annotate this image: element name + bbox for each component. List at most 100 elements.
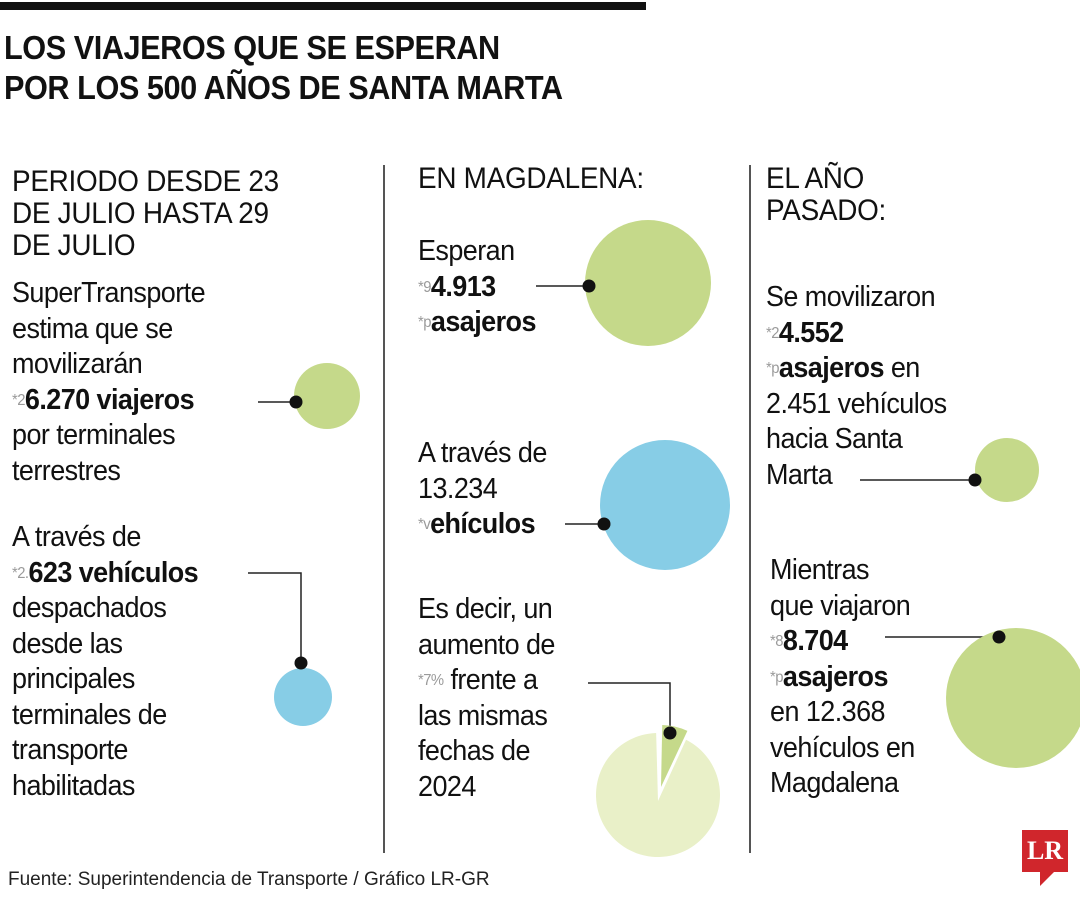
- leader-dot: [968, 473, 982, 487]
- text-line: *pasajeros: [770, 660, 915, 696]
- text-segment: A través de: [12, 521, 141, 553]
- text-line: *pasajeros: [418, 305, 536, 341]
- text-line: Mientras: [770, 553, 915, 589]
- text-segment: vehículos en: [770, 731, 915, 764]
- highlight-figure: *pasajeros: [766, 352, 884, 384]
- text-line: PERIODO DESDE 23: [12, 166, 279, 198]
- col1-vehicles-text: A través de *2.623 vehículos despachados de…: [12, 520, 199, 805]
- text-line: SuperTransporte: [12, 276, 206, 312]
- text-line: Magdalena: [770, 766, 915, 802]
- text-line: DE JULIO HASTA 29: [12, 198, 279, 230]
- leader-dot: [289, 395, 303, 409]
- text-line: *pasajeros en: [766, 351, 947, 387]
- text-line: movilizarán: [12, 347, 205, 383]
- text-segment: por terminales: [12, 419, 176, 451]
- magdalena-passengers-bubble: [585, 220, 711, 346]
- text-line: *26.270 viajeros: [12, 383, 205, 419]
- top-rule: [0, 2, 646, 10]
- text-segment: despachados: [12, 592, 167, 624]
- headline: LOS VIAJEROS QUE SE ESPERAN POR LOS 500 …: [4, 28, 563, 108]
- text-line: las mismas: [418, 699, 555, 735]
- text-line: DE JULIO: [12, 230, 279, 262]
- text-line: aumento de: [418, 628, 555, 664]
- text-segment: PERIODO DESDE 23: [12, 165, 279, 198]
- leader-line: [588, 682, 671, 733]
- text-line: 2024: [418, 770, 555, 806]
- highlight-figure: *2.623 vehículos: [12, 556, 199, 589]
- col1-travelers-text: SuperTransporte estima que se movilizarán *…: [12, 276, 206, 490]
- text-segment: EN MAGDALENA:: [418, 162, 644, 195]
- highlight-figure: *pasajeros: [418, 306, 536, 338]
- col3-last-year-text: Se movilizaron *24.552 *pasajeros en 2.451 …: [766, 280, 947, 493]
- text-segment: estima que se: [12, 312, 173, 345]
- text-segment: DE JULIO: [12, 229, 136, 262]
- text-line: Marta: [766, 458, 947, 494]
- text-segment: Es decir, un: [418, 593, 553, 625]
- text-line: estima que se: [12, 312, 205, 348]
- pie-base-slice: [596, 733, 721, 857]
- text-segment: habilitadas: [12, 769, 135, 802]
- text-segment: que viajaron: [770, 589, 911, 622]
- text-line: fechas de: [418, 734, 555, 770]
- text-segment: desde las: [12, 627, 123, 660]
- text-line: vehículos en: [770, 731, 915, 767]
- highlight-figure: *94.913: [418, 270, 496, 303]
- text-segment: Mientras: [770, 554, 870, 586]
- source-note: Fuente: Superintendencia de Transporte /…: [8, 869, 490, 890]
- highlight-figure: *26.270 viajeros: [12, 383, 195, 416]
- pie-increase-slice: [661, 725, 688, 787]
- col2-increase-text: Es decir, un aumento de *7% frente a las mi…: [418, 592, 555, 805]
- text-segment: movilizarán: [12, 348, 143, 380]
- highlight-figure: *vehículos: [418, 508, 536, 540]
- text-line: *7% frente a: [418, 663, 555, 699]
- text-line: Es decir, un: [418, 592, 555, 628]
- text-segment: en: [883, 352, 920, 384]
- text-line: habilitadas: [12, 769, 198, 805]
- column-divider: [749, 165, 751, 853]
- col2-heading: EN MAGDALENA:: [418, 163, 644, 195]
- vehicles-bubble: [274, 668, 332, 726]
- last-year-magdalena-bubble: [946, 628, 1080, 768]
- text-line: por terminales: [12, 418, 205, 454]
- headline-line: LOS VIAJEROS QUE SE ESPERAN: [4, 29, 500, 66]
- text-line: *88.704: [770, 624, 915, 660]
- text-segment: Magdalena: [770, 767, 899, 799]
- text-segment: fechas de: [418, 735, 530, 767]
- text-segment: terrestres: [12, 454, 121, 487]
- text-segment: terminales de: [12, 698, 167, 731]
- text-segment: DE JULIO HASTA 29: [12, 197, 269, 230]
- text-segment: 13.234: [418, 472, 498, 505]
- text-line: PASADO:: [766, 195, 886, 227]
- text-segment: A través de: [418, 437, 547, 469]
- col2-vehicles-text: A través de 13.234 *vehículos: [418, 436, 547, 543]
- leader-dot: [597, 517, 611, 531]
- text-line: hacia Santa: [766, 422, 947, 458]
- text-segment: las mismas: [418, 699, 548, 732]
- lr-logo: LR: [1022, 830, 1068, 886]
- text-line: 2.451 vehículos: [766, 387, 947, 423]
- text-line: que viajaron: [770, 589, 915, 625]
- highlight-figure: *24.552: [766, 316, 844, 349]
- text-line: terrestres: [12, 454, 205, 490]
- col2-passengers-text: Esperan *94.913 *pasajeros: [418, 234, 536, 341]
- text-segment: transporte: [12, 734, 128, 766]
- text-segment: Se movilizaron: [766, 281, 936, 313]
- col1-heading: PERIODO DESDE 23 DE JULIO HASTA 29 DE JULI…: [12, 166, 279, 262]
- text-segment: 2.451 vehículos: [766, 387, 947, 420]
- text-segment: en 12.368: [770, 696, 886, 728]
- text-segment: Marta: [766, 458, 833, 491]
- leader-dot: [992, 630, 1006, 644]
- text-line: en 12.368: [770, 695, 915, 731]
- text-line: Se movilizaron: [766, 280, 947, 316]
- highlight-figure: *7%: [418, 672, 444, 689]
- magdalena-vehicles-bubble: [600, 440, 730, 570]
- text-line: EL AÑO: [766, 163, 886, 195]
- leader-line: [248, 572, 302, 663]
- text-line: transporte: [12, 733, 198, 769]
- text-line: despachados: [12, 591, 198, 627]
- text-line: A través de: [12, 520, 198, 556]
- text-line: *2.623 vehículos: [12, 556, 199, 592]
- text-line: EN MAGDALENA:: [418, 163, 644, 195]
- col3-heading: EL AÑO PASADO:: [766, 163, 886, 227]
